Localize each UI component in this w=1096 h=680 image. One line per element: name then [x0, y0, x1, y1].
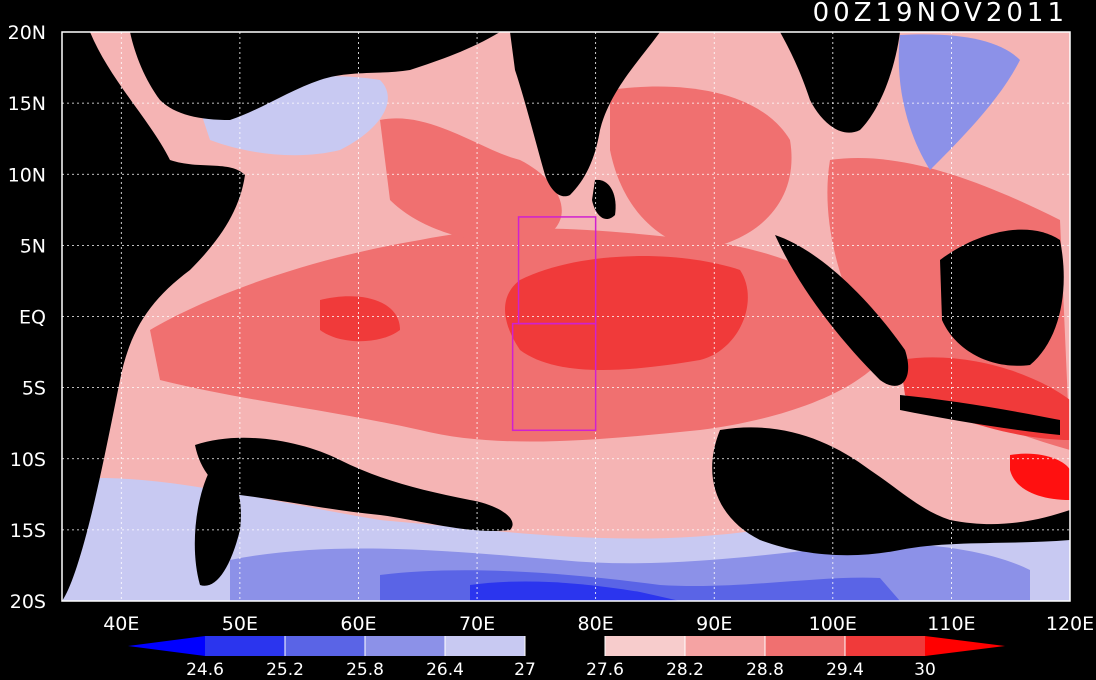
land-sumatra	[775, 235, 909, 386]
lat-label: 15S	[10, 520, 46, 542]
hot-core-java	[1010, 453, 1070, 500]
land-java	[900, 395, 1060, 435]
colorbar-label: 28.8	[746, 660, 784, 680]
land-borneo	[940, 229, 1064, 366]
colorbar-segment	[525, 636, 606, 656]
colorbar-label: 27.6	[586, 660, 624, 680]
lon-label: 70E	[459, 613, 495, 635]
land-arabia	[130, 32, 500, 120]
land-indochina	[780, 32, 900, 133]
colorbar-arrow-high	[925, 636, 1005, 656]
lon-label: 100E	[809, 613, 857, 635]
cool-zone-scs	[898, 34, 1020, 170]
latitude-axis-labels: 20N 15N 10N 5N EQ 5S 10S 15S 20S	[8, 22, 46, 613]
hot-core-west	[320, 296, 400, 342]
colorbar-segment	[845, 636, 926, 656]
longitude-axis-labels: 40E 50E 60E 70E 80E 90E 100E 110E 120E	[103, 613, 1094, 635]
lon-label: 40E	[103, 613, 139, 635]
lat-label: 15N	[8, 93, 46, 115]
lat-label: 20S	[10, 591, 46, 613]
box-south	[511, 322, 597, 432]
colorbar-segment	[285, 636, 366, 656]
lon-label: 50E	[222, 613, 258, 635]
colorbar-segment	[605, 636, 686, 656]
hot-core-equator	[505, 256, 748, 370]
lon-label: 60E	[340, 613, 376, 635]
lat-label: EQ	[19, 307, 46, 329]
colorbar-segment	[445, 636, 526, 656]
land-south-holes	[195, 437, 513, 532]
map-title: 00Z19NOV2011	[812, 0, 1068, 28]
colorbar-segment	[685, 636, 766, 656]
lon-label: 80E	[578, 613, 614, 635]
map-gridlines	[62, 32, 1070, 601]
lon-label: 110E	[927, 613, 975, 635]
region-boxes	[511, 216, 597, 432]
colorbar-label: 27	[514, 660, 536, 680]
colorbar-label: 24.6	[186, 660, 224, 680]
land-australia	[712, 427, 1070, 556]
colorbar-label: 25.2	[266, 660, 304, 680]
colorbar-label: 29.4	[826, 660, 864, 680]
cool-zone-south-core	[470, 581, 680, 601]
colorbar-segment	[365, 636, 446, 656]
colorbar: 24.6 25.2 25.8 26.4 27 27.6 28.2 28.8 29.4 30	[128, 636, 1005, 680]
land-india	[510, 32, 660, 197]
land-sri-lanka	[592, 179, 616, 220]
colorbar-arrow-low	[128, 636, 205, 656]
warm-zone-arabian	[380, 118, 562, 243]
lat-label: 10S	[10, 449, 46, 471]
lon-label: 120E	[1046, 613, 1094, 635]
lat-label: 5N	[20, 235, 46, 257]
lon-label: 90E	[696, 613, 732, 635]
land-madagascar	[194, 468, 241, 586]
lat-label: 20N	[8, 22, 46, 44]
lat-label: 10N	[8, 164, 46, 186]
colorbar-label: 26.4	[426, 660, 464, 680]
colorbar-segment	[205, 636, 286, 656]
colorbar-segment	[765, 636, 846, 656]
colorbar-label: 25.8	[346, 660, 384, 680]
lat-label: 5S	[22, 378, 46, 400]
warm-zone-bay	[610, 86, 792, 250]
colorbar-label: 28.2	[666, 660, 704, 680]
colorbar-label: 30	[914, 660, 936, 680]
